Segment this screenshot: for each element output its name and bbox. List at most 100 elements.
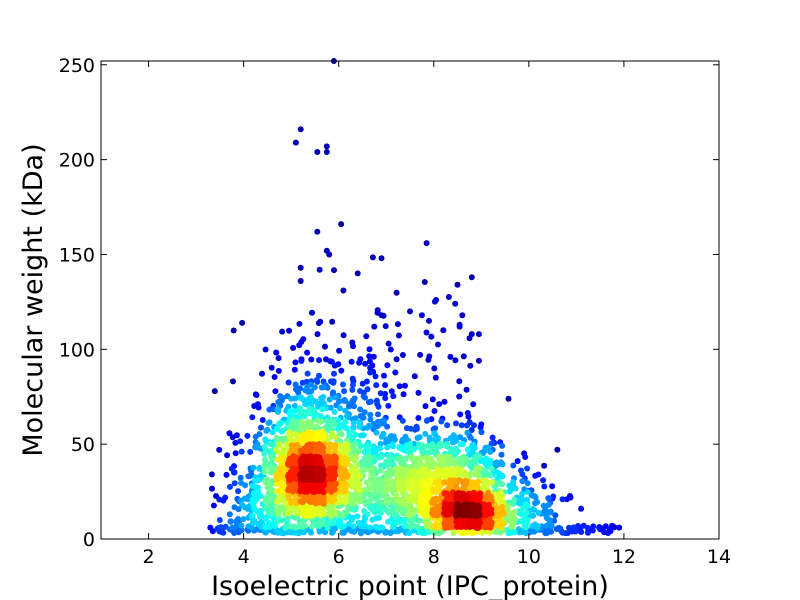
data-point xyxy=(489,434,496,441)
data-point xyxy=(443,490,450,497)
data-point xyxy=(235,506,242,513)
data-point xyxy=(292,524,299,531)
data-point xyxy=(430,486,437,493)
data-point xyxy=(556,524,562,531)
data-point xyxy=(238,522,245,529)
data-point xyxy=(374,454,381,461)
data-point xyxy=(468,427,475,433)
data-point xyxy=(276,494,283,501)
data-point xyxy=(456,378,463,385)
data-point xyxy=(554,446,561,453)
data-point xyxy=(329,466,336,473)
data-point xyxy=(380,430,387,437)
data-point xyxy=(279,394,286,401)
data-point xyxy=(340,381,346,388)
data-point xyxy=(464,429,471,436)
data-point xyxy=(431,507,438,514)
data-point xyxy=(377,509,384,516)
data-point xyxy=(499,503,506,510)
data-point xyxy=(340,332,347,339)
data-point xyxy=(318,399,325,406)
data-point xyxy=(232,450,239,457)
data-point xyxy=(315,493,322,499)
data-point xyxy=(474,483,481,490)
data-point xyxy=(419,448,426,455)
data-point xyxy=(230,378,236,385)
data-point xyxy=(385,402,392,409)
data-point xyxy=(318,418,325,425)
data-point xyxy=(293,432,300,439)
data-point xyxy=(349,515,356,521)
data-point xyxy=(407,308,413,315)
data-point xyxy=(441,479,448,486)
y-tick-label: 150 xyxy=(59,244,95,266)
data-point xyxy=(401,500,408,507)
data-point xyxy=(452,300,459,307)
data-point xyxy=(455,490,462,496)
data-point xyxy=(258,424,264,431)
data-point xyxy=(385,340,392,347)
data-point xyxy=(382,323,389,330)
data-point xyxy=(315,433,322,440)
data-point xyxy=(481,448,488,455)
data-point xyxy=(440,327,447,334)
data-point xyxy=(326,396,333,403)
data-point xyxy=(428,333,435,340)
data-point xyxy=(423,417,430,424)
data-point xyxy=(543,513,550,519)
x-tick-label: 12 xyxy=(612,546,636,568)
data-point xyxy=(488,440,495,447)
data-point xyxy=(344,472,351,479)
data-point xyxy=(497,460,504,467)
data-point xyxy=(423,466,430,473)
data-point xyxy=(475,508,482,515)
data-point xyxy=(351,528,358,535)
data-point xyxy=(259,417,266,423)
data-point xyxy=(362,500,369,507)
data-point xyxy=(275,399,282,405)
data-point xyxy=(545,501,552,508)
data-point xyxy=(385,518,392,525)
data-point xyxy=(262,346,269,353)
data-point xyxy=(493,505,500,512)
data-point xyxy=(273,473,280,480)
x-tick-label: 10 xyxy=(517,546,541,568)
data-point xyxy=(469,518,476,525)
data-point xyxy=(453,483,460,490)
data-point xyxy=(387,530,394,536)
data-point xyxy=(285,429,292,436)
data-point xyxy=(343,457,350,464)
data-point xyxy=(327,358,334,365)
data-point xyxy=(433,466,440,473)
data-point xyxy=(306,405,313,412)
data-point xyxy=(323,149,330,155)
data-point xyxy=(545,495,552,502)
data-point xyxy=(383,459,389,465)
data-point xyxy=(244,432,251,439)
data-point xyxy=(372,449,379,456)
data-point xyxy=(534,523,541,530)
data-point xyxy=(541,528,548,535)
data-point xyxy=(290,344,297,351)
data-point xyxy=(320,471,327,478)
data-point xyxy=(382,395,389,402)
data-point xyxy=(356,419,363,426)
data-point xyxy=(362,523,369,530)
data-point xyxy=(357,388,363,394)
data-point xyxy=(444,422,451,429)
data-point xyxy=(331,409,338,415)
data-point xyxy=(301,513,308,519)
data-point xyxy=(394,465,401,472)
data-point xyxy=(292,139,299,146)
data-point xyxy=(532,500,538,507)
data-point xyxy=(376,514,382,521)
data-point xyxy=(356,482,363,489)
data-point xyxy=(342,418,349,425)
data-point xyxy=(485,479,491,486)
data-point xyxy=(359,414,366,421)
data-point xyxy=(272,388,279,395)
data-point xyxy=(228,465,235,472)
data-point xyxy=(422,403,429,410)
data-point xyxy=(444,443,451,450)
data-point xyxy=(208,471,215,478)
